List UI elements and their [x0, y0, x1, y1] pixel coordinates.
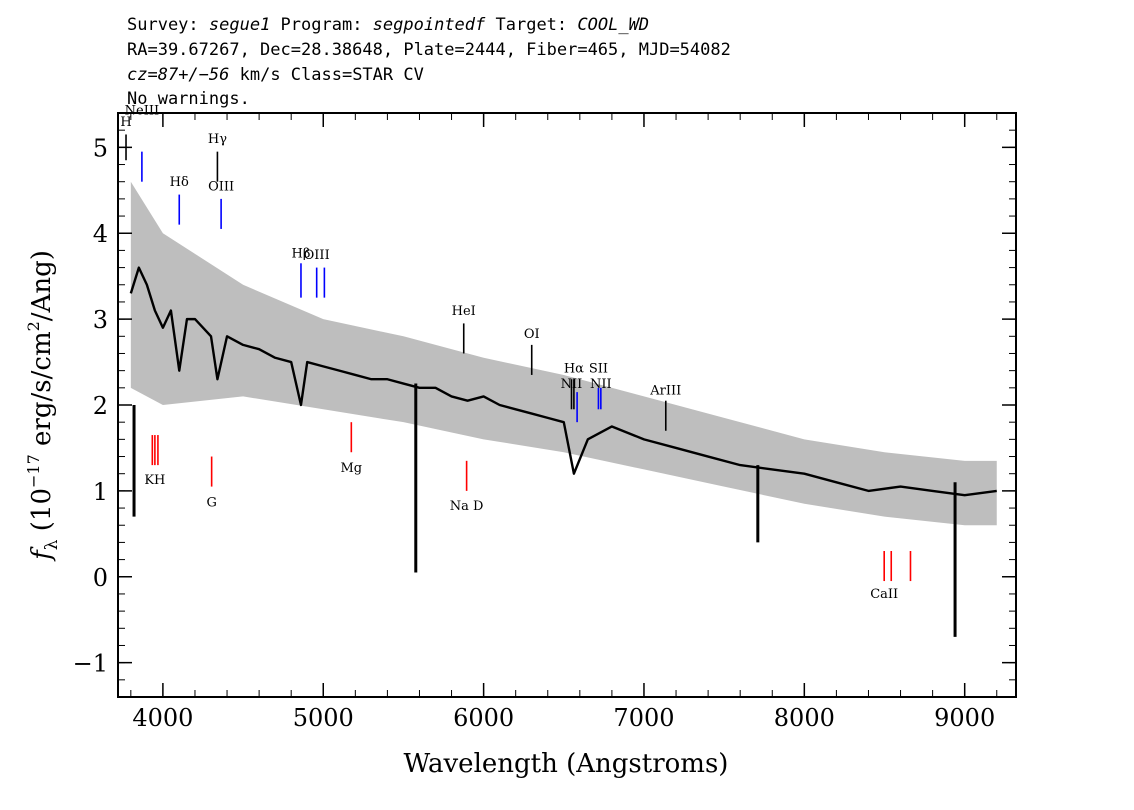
line-marker-label: ArIII: [649, 384, 681, 399]
y-tick-label: 4: [93, 220, 108, 248]
x-axis-label: Wavelength (Angstroms): [404, 749, 729, 779]
line-marker-label: NII: [561, 377, 583, 392]
line-marker-label: CaII: [870, 587, 898, 602]
x-tick-label: 9000: [934, 704, 995, 732]
line-marker-label: Hβ: [292, 246, 311, 261]
y-axis-label: fλ (10−17 erg/s/cm2/Ang): [24, 250, 62, 562]
line-marker-label: HeI: [452, 304, 476, 319]
line-marker-label: SII: [589, 361, 608, 376]
y-tick-label: −1: [73, 650, 108, 678]
line-marker-label: Hδ: [170, 175, 189, 190]
line-marker-label: NeIII: [125, 104, 159, 119]
spectrum-line: [129, 266, 997, 497]
line-marker-label: OIII: [304, 248, 330, 263]
line-marker-label: G: [206, 495, 216, 510]
line-marker-label: H: [120, 115, 131, 130]
x-tick-label: 8000: [774, 704, 835, 732]
header-line-3: cz=87+/−56 km/s Class=STAR CV: [127, 65, 424, 85]
ticks-layer: 4000 5000 6000 7000 8000 9000 −1 0 1 2 3 4 5: [73, 112, 1016, 732]
line-marker-label: KH: [144, 473, 165, 488]
spectrum-layer: [129, 266, 997, 637]
x-tick-label: 7000: [613, 704, 674, 732]
header-line-1: Survey: segue1 Program: segpointedf Targ…: [127, 15, 649, 35]
line-marker-label: OIII: [208, 179, 234, 194]
y-tick-label: 2: [93, 392, 108, 420]
x-tick-label: 6000: [453, 704, 514, 732]
line-marker-label: OI: [524, 327, 540, 342]
y-tick-label: 1: [93, 478, 108, 506]
line-marker-label: Na D: [450, 499, 484, 514]
error-band-layer: [130, 181, 997, 526]
line-marker-label: Mg: [340, 461, 362, 476]
line-marker-label: NII: [590, 377, 612, 392]
header-line-4: No warnings.: [127, 89, 250, 109]
y-tick-label: 3: [93, 306, 108, 334]
x-tick-label: 5000: [293, 704, 354, 732]
error-band: [130, 181, 997, 526]
line-marker-label: Hα: [564, 361, 584, 376]
y-tick-label: 0: [93, 564, 108, 592]
line-marker-label: Hγ: [208, 132, 227, 147]
header: Survey: segue1 Program: segpointedf Targ…: [127, 15, 731, 109]
header-line-2: RA=39.67267, Dec=28.38648, Plate=2444, F…: [127, 40, 731, 60]
y-tick-label: 5: [93, 134, 108, 162]
x-tick-label: 4000: [132, 704, 193, 732]
